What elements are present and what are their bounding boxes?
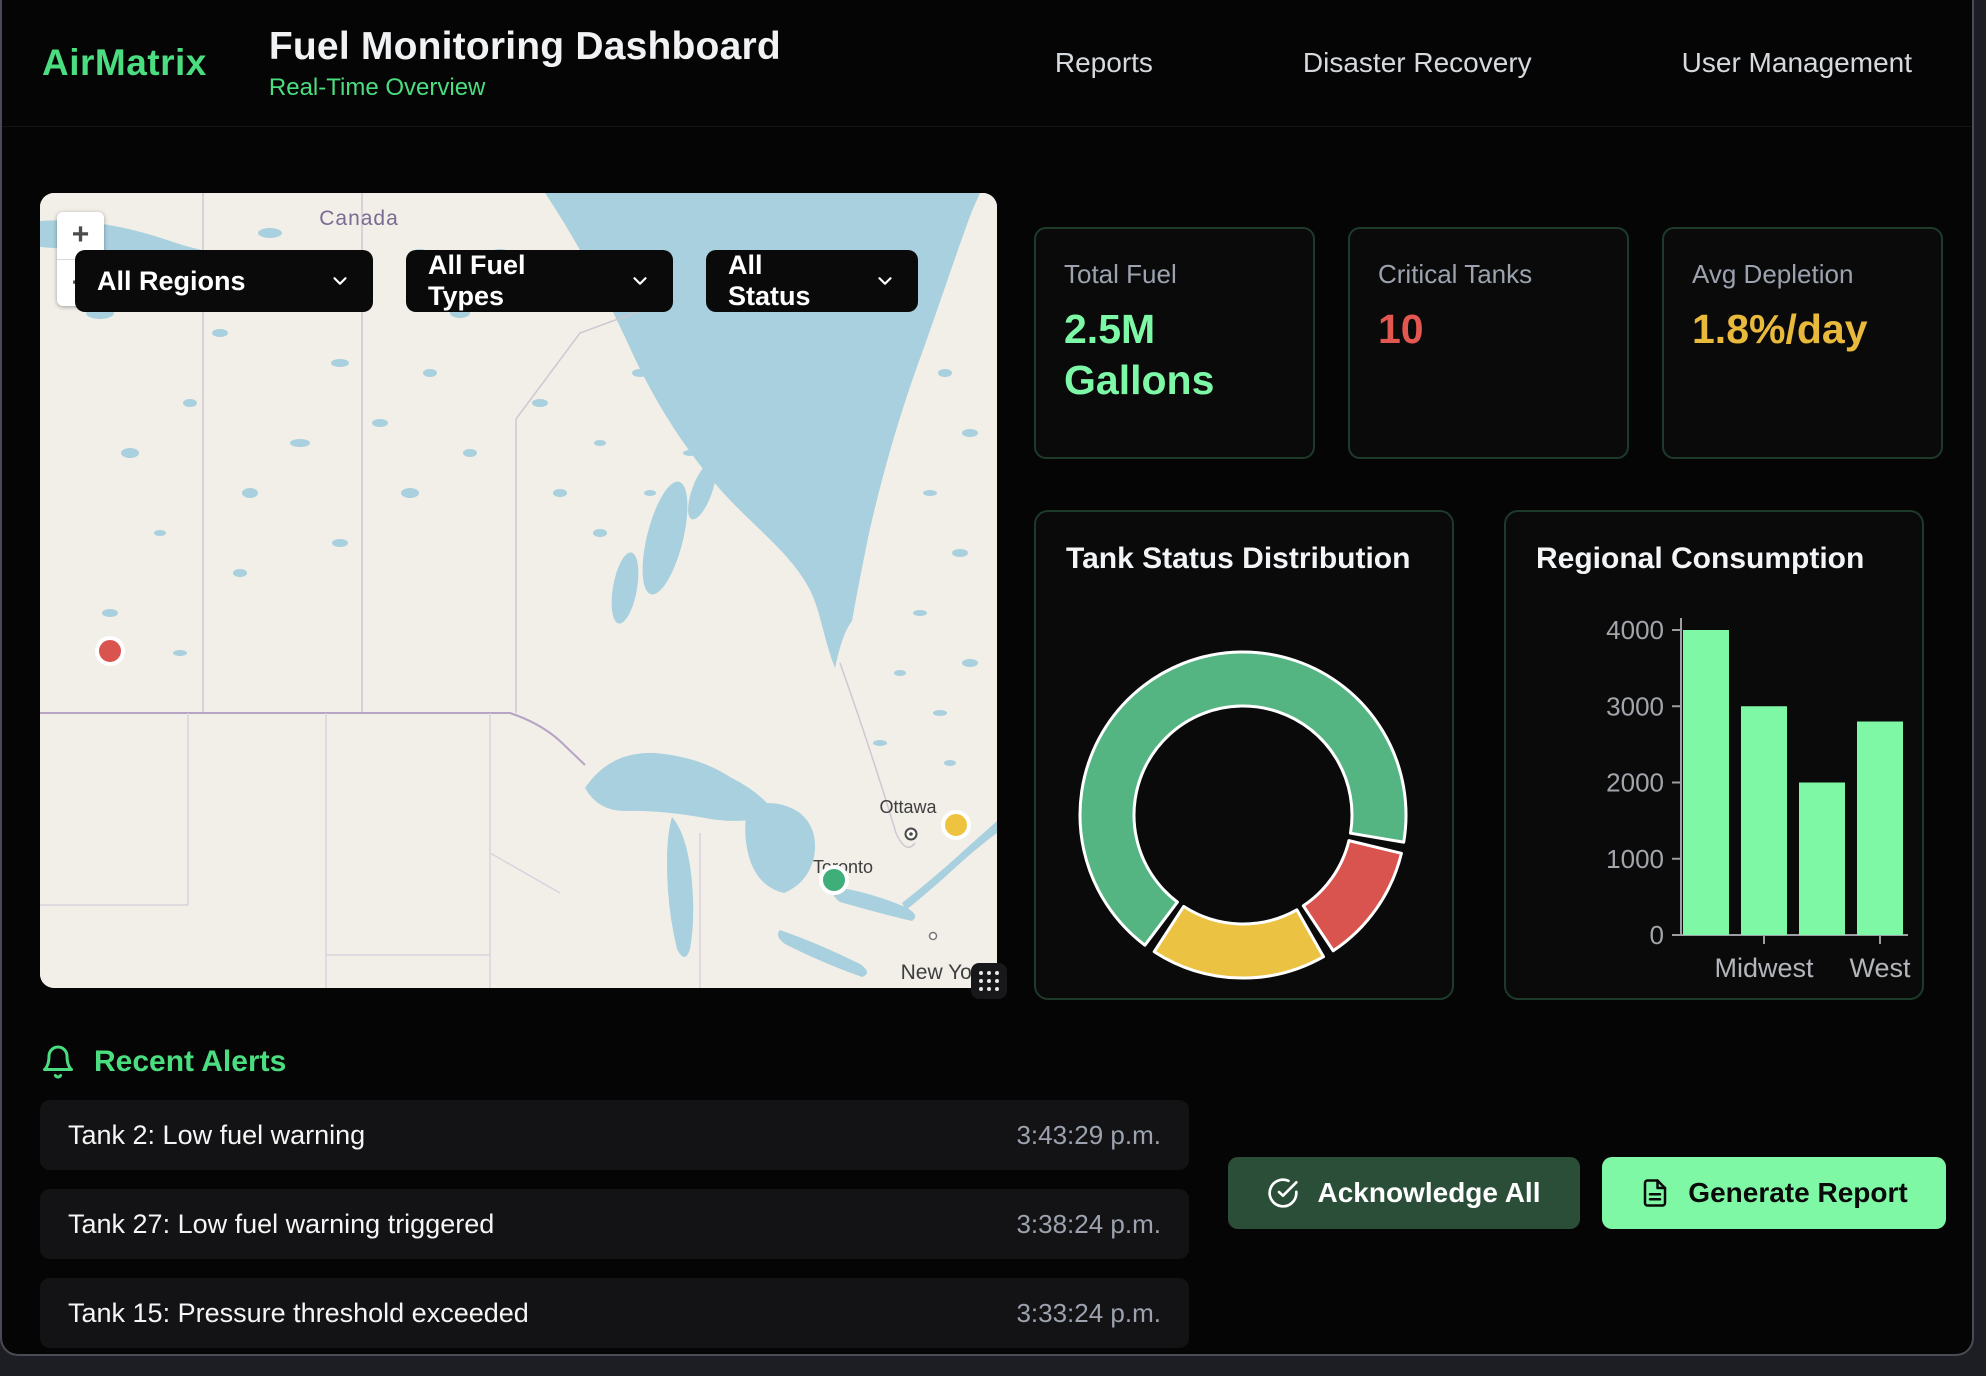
alert-actions: Acknowledge All Generate Report [1228, 1157, 1946, 1229]
fuel-type-filter-dropdown[interactable]: All Fuel Types [406, 250, 673, 312]
stat-value: 10 [1378, 306, 1424, 352]
city-dot-ottawa [904, 827, 918, 841]
stat-label: Avg Depletion [1692, 259, 1854, 289]
stat-label: Total Fuel [1064, 259, 1177, 289]
status-filter-value: All Status [728, 250, 811, 311]
alert-row[interactable]: Tank 2: Low fuel warning 3:43:29 p.m. [40, 1100, 1189, 1170]
svg-text:0: 0 [1650, 920, 1664, 950]
chevron-down-icon [603, 270, 651, 292]
check-circle-icon [1268, 1178, 1299, 1208]
nav-user-management[interactable]: User Management [1681, 47, 1912, 78]
tank-status-chart-card: Tank Status Distribution [1034, 510, 1454, 1000]
alerts-section: Recent Alerts Tank 2: Low fuel warning 3… [2, 1000, 1972, 1354]
stat-card-total-fuel: Total Fuel 2.5M Gallons [1034, 227, 1315, 459]
alerts-header: Recent Alerts [40, 1044, 1946, 1080]
dashboard-window: AirMatrix Fuel Monitoring Dashboard Real… [0, 0, 1974, 1356]
region-filter-dropdown[interactable]: All Regions [75, 250, 373, 312]
alert-text: Tank 27: Low fuel warning triggered [68, 1208, 495, 1239]
svg-text:4000: 4000 [1606, 615, 1664, 645]
nav-disaster-recovery[interactable]: Disaster Recovery [1302, 47, 1532, 78]
map-geography: Canada Ottawa Toronto New York [40, 193, 997, 988]
chevron-down-icon [848, 270, 896, 292]
charts-row: Tank Status Distribution Regional Consum… [1034, 510, 1944, 1000]
app-header: AirMatrix Fuel Monitoring Dashboard Real… [2, 0, 1972, 127]
resize-drag-handle-icon[interactable] [971, 963, 1007, 999]
city-dot-new-york [928, 931, 938, 941]
regional-consumption-bar-chart: 0 1000 2000 3000 4000 Midwest West [1606, 615, 1911, 983]
chart-title: Tank Status Distribution [1066, 542, 1411, 575]
region-filter-value: All Regions [97, 265, 246, 296]
acknowledge-all-button[interactable]: Acknowledge All [1228, 1157, 1580, 1229]
donut-segment-warning [1152, 904, 1326, 980]
regional-consumption-chart-card: Regional Consumption 0 1000 2000 3000 4000 Mi… [1504, 510, 1924, 1000]
bar-west [1857, 721, 1903, 935]
alert-text: Tank 2: Low fuel warning [68, 1119, 366, 1150]
svg-text:3000: 3000 [1606, 691, 1664, 721]
map-label-ottawa: Ottawa [879, 797, 937, 817]
tank-marker-warning[interactable] [940, 810, 971, 841]
donut-segment-normal [1078, 650, 1408, 947]
stat-value: 2.5M Gallons [1064, 306, 1215, 404]
fuel-map: Canada Ottawa Toronto New York + − All R… [40, 193, 1007, 999]
status-filter-dropdown[interactable]: All Status [706, 250, 918, 312]
bar-region-3 [1799, 782, 1845, 935]
alert-row[interactable]: Tank 15: Pressure threshold exceeded 3:3… [40, 1278, 1189, 1348]
brand-logo: AirMatrix [42, 42, 207, 83]
tank-status-donut-chart [1078, 650, 1408, 980]
page-subtitle: Real-Time Overview [268, 73, 486, 101]
alert-timestamp: 3:43:29 p.m. [1016, 1119, 1161, 1150]
acknowledge-all-label: Acknowledge All [1317, 1177, 1541, 1208]
tank-marker-critical[interactable] [94, 635, 125, 666]
map-label-new-york: New York [901, 961, 990, 984]
main-nav: Reports Disaster Recovery User Managemen… [1055, 47, 1912, 79]
alert-timestamp: 3:33:24 p.m. [1016, 1297, 1161, 1328]
chevron-down-icon [303, 270, 351, 292]
svg-text:1000: 1000 [1606, 844, 1664, 874]
tank-marker-normal[interactable] [819, 864, 850, 895]
map-filter-bar: All Regions All Fuel Types All Status [75, 250, 918, 312]
stat-card-critical-tanks: Critical Tanks 10 [1348, 227, 1629, 459]
alert-row[interactable]: Tank 27: Low fuel warning triggered 3:38… [40, 1189, 1189, 1259]
stats-row: Total Fuel 2.5M Gallons Critical Tanks 1… [1034, 227, 1944, 459]
donut-segment-critical [1301, 839, 1403, 953]
alert-timestamp: 3:38:24 p.m. [1016, 1208, 1161, 1239]
nav-reports[interactable]: Reports [1054, 47, 1153, 78]
fuel-type-filter-value: All Fuel Types [428, 250, 526, 311]
title-block: Fuel Monitoring Dashboard Real-Time Over… [269, 25, 781, 102]
map-canvas[interactable]: Canada Ottawa Toronto New York [40, 193, 997, 988]
x-tick-label: West [1849, 953, 1911, 983]
bell-icon [43, 1045, 73, 1079]
alert-list: Tank 2: Low fuel warning 3:43:29 p.m. Ta… [40, 1100, 1189, 1354]
stat-card-avg-depletion: Avg Depletion 1.8%/day [1662, 227, 1943, 459]
generate-report-button[interactable]: Generate Report [1602, 1157, 1946, 1229]
main-content: Canada Ottawa Toronto New York + − All R… [2, 127, 1972, 1000]
generate-report-label: Generate Report [1688, 1177, 1908, 1208]
svg-text:2000: 2000 [1606, 768, 1664, 798]
chart-title: Regional Consumption [1536, 542, 1865, 575]
bar-midwest [1741, 706, 1787, 935]
map-label-canada: Canada [319, 207, 399, 230]
alert-text: Tank 15: Pressure threshold exceeded [68, 1297, 529, 1328]
alerts-body: Tank 2: Low fuel warning 3:43:29 p.m. Ta… [40, 1100, 1946, 1354]
stat-value: 1.8%/day [1692, 306, 1868, 352]
document-icon [1644, 1179, 1667, 1207]
page-title: Fuel Monitoring Dashboard [268, 24, 781, 68]
stat-label: Critical Tanks [1378, 259, 1533, 289]
alerts-heading: Recent Alerts [94, 1045, 287, 1078]
bar-region-1 [1683, 630, 1729, 935]
x-tick-label: Midwest [1714, 953, 1814, 983]
right-column: Total Fuel 2.5M Gallons Critical Tanks 1… [1034, 193, 1944, 1000]
